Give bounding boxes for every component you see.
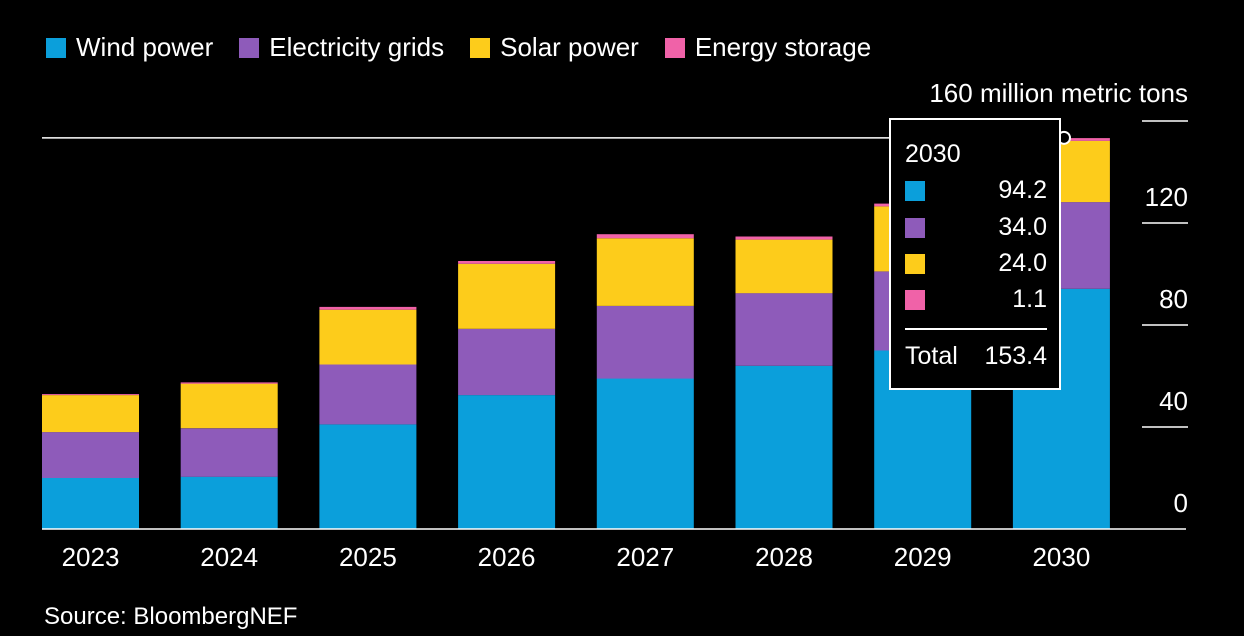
bar-wind-power-2023[interactable] bbox=[42, 478, 139, 529]
legend-label-solar-power: Solar power bbox=[500, 32, 639, 62]
tooltip-swatch-solar-power bbox=[905, 254, 925, 274]
legend-item-electricity-grids: Electricity grids bbox=[239, 32, 444, 63]
x-tick-label-2030: 2030 bbox=[1032, 542, 1090, 572]
tooltip-year: 2030 bbox=[905, 140, 961, 168]
tooltip-row-electricity-grids: 34.0 bbox=[905, 213, 1047, 243]
y-tick-label-120: 120 bbox=[1145, 182, 1188, 212]
legend-swatch-solar-power bbox=[470, 37, 491, 58]
tooltip-swatch-energy-storage bbox=[905, 290, 925, 310]
bar-energy-storage-2027[interactable] bbox=[596, 234, 694, 239]
legend-label-energy-storage: Energy storage bbox=[694, 32, 872, 62]
tooltip-row-solar-power: 24.0 bbox=[905, 249, 1047, 279]
legend-swatch-wind-power bbox=[46, 37, 66, 58]
y-tick-label-40: 40 bbox=[1159, 386, 1188, 416]
bar-energy-storage-2024[interactable] bbox=[180, 382, 278, 384]
tooltip-value-energy-storage: 1.1 bbox=[1012, 285, 1047, 313]
x-tick-label-2029: 2029 bbox=[894, 542, 952, 572]
bar-energy-storage-2026[interactable] bbox=[458, 261, 556, 264]
bar-wind-power-2025[interactable] bbox=[319, 424, 417, 529]
x-tick-label-2023: 2023 bbox=[62, 542, 120, 572]
legend-item-solar-power: Solar power bbox=[470, 32, 639, 63]
bar-electricity-grids-2023[interactable] bbox=[42, 432, 139, 478]
bar-wind-power-2026[interactable] bbox=[458, 395, 556, 529]
bar-energy-storage-2023[interactable] bbox=[42, 394, 139, 396]
tooltip-row-energy-storage: 1.1 bbox=[905, 285, 1047, 315]
bar-energy-storage-2025[interactable] bbox=[319, 306, 417, 310]
bar-wind-power-2028[interactable] bbox=[735, 365, 833, 529]
tooltip-value-wind-power: 94.2 bbox=[998, 176, 1047, 204]
bar-solar-power-2027[interactable] bbox=[596, 238, 694, 306]
y-tick-label-80: 80 bbox=[1159, 284, 1188, 314]
tooltip-swatch-electricity-grids bbox=[905, 218, 925, 238]
bar-wind-power-2024[interactable] bbox=[180, 476, 278, 529]
legend-label-electricity-grids: Electricity grids bbox=[269, 32, 445, 62]
bar-wind-power-2027[interactable] bbox=[596, 378, 694, 530]
legend-item-energy-storage: Energy storage bbox=[664, 32, 872, 63]
tooltip-total-value: 153.4 bbox=[984, 342, 1047, 370]
y-axis-unit-label: 160 million metric tons bbox=[929, 78, 1188, 108]
y-tick-label-0: 0 bbox=[1174, 488, 1188, 518]
tooltip-value-electricity-grids: 34.0 bbox=[998, 213, 1047, 241]
bar-solar-power-2024[interactable] bbox=[180, 383, 278, 429]
chart-tooltip: 2030 94.2 34.0 24.0 1.1 Total 153.4 bbox=[889, 118, 1061, 390]
legend-swatch-electricity-grids bbox=[239, 37, 260, 58]
chart-legend: Wind power Electricity grids Solar power… bbox=[46, 32, 897, 63]
bar-solar-power-2028[interactable] bbox=[735, 239, 833, 294]
tooltip-total-label: Total bbox=[905, 342, 958, 370]
tooltip-divider bbox=[905, 328, 1047, 330]
x-tick-label-2024: 2024 bbox=[200, 542, 258, 572]
x-tick-label-2028: 2028 bbox=[755, 542, 813, 572]
bar-energy-storage-2028[interactable] bbox=[735, 236, 833, 240]
bar-electricity-grids-2025[interactable] bbox=[319, 364, 417, 425]
tooltip-row-wind-power: 94.2 bbox=[905, 176, 1047, 206]
x-tick-label-2025: 2025 bbox=[339, 542, 397, 572]
source-note: Source: BloombergNEF bbox=[44, 603, 298, 630]
bar-solar-power-2023[interactable] bbox=[42, 395, 139, 433]
legend-item-wind-power: Wind power bbox=[46, 32, 213, 63]
tooltip-swatch-wind-power bbox=[905, 181, 925, 201]
bar-electricity-grids-2024[interactable] bbox=[180, 428, 278, 477]
bar-solar-power-2026[interactable] bbox=[458, 263, 556, 329]
x-tick-label-2026: 2026 bbox=[478, 542, 536, 572]
bar-electricity-grids-2027[interactable] bbox=[596, 305, 694, 379]
bar-electricity-grids-2028[interactable] bbox=[735, 293, 833, 366]
tooltip-value-solar-power: 24.0 bbox=[998, 249, 1047, 277]
bar-solar-power-2025[interactable] bbox=[319, 309, 417, 365]
x-tick-label-2027: 2027 bbox=[616, 542, 674, 572]
legend-swatch-energy-storage bbox=[664, 37, 685, 58]
legend-label-wind-power: Wind power bbox=[76, 32, 214, 62]
bar-electricity-grids-2026[interactable] bbox=[458, 328, 556, 396]
